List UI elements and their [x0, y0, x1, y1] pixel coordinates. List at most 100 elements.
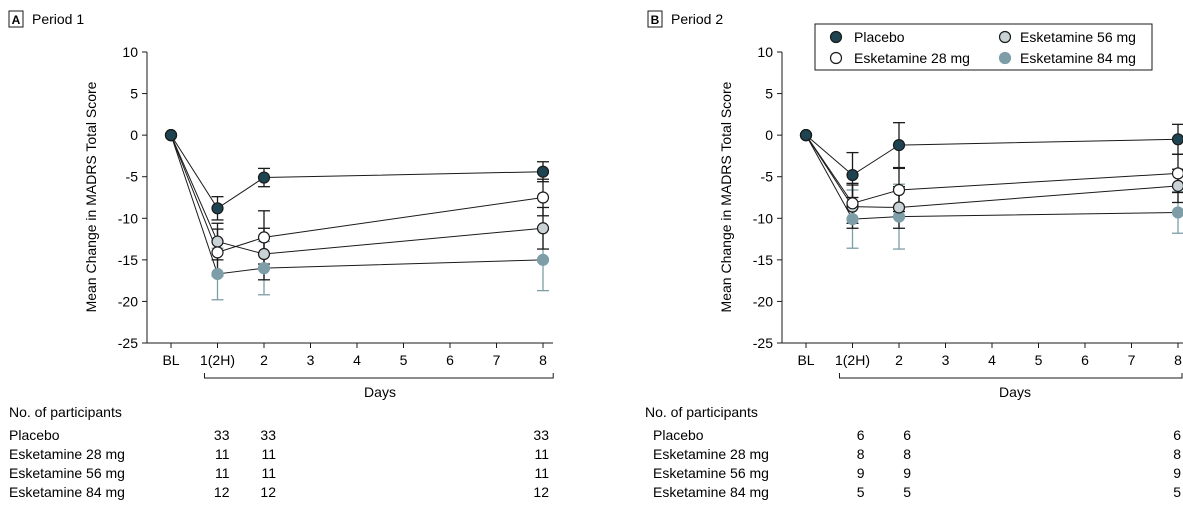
- panel-b-axes: 10 5 0 -5 -10 -15 -20 -25 BL 1(2H) 2 3 4 5 6 7 8: [753, 44, 1183, 379]
- legend: Placebo Esketamine 56 mg Esketamine 28 m…: [814, 23, 1153, 71]
- x-tick-label: 5: [1035, 352, 1043, 368]
- x-tick-label: 1(2H): [200, 352, 235, 368]
- participants-count: 12: [214, 484, 230, 500]
- y-tick-label: 10: [122, 44, 138, 60]
- data-point-esk84: [211, 267, 224, 281]
- data-point-esk56: [211, 235, 224, 248]
- x-tick-label: 4: [353, 352, 361, 368]
- data-point-esk28: [536, 191, 550, 204]
- data-point-esk28: [257, 231, 271, 244]
- participants-count: 9: [903, 465, 911, 481]
- participants-count: 8: [903, 446, 911, 462]
- y-tick-label: -25: [753, 335, 773, 351]
- panel-a-title: Period 1: [32, 11, 84, 27]
- panel-b-series: [799, 122, 1183, 250]
- data-point-placebo: [1171, 133, 1183, 146]
- data-point-esk56: [536, 222, 550, 235]
- data-point-esk28: [1171, 167, 1183, 180]
- panel-b-y-axis-label: Mean Change in MADRS Total Score: [718, 81, 734, 312]
- participants-count: 11: [261, 446, 276, 462]
- y-tick-label: -20: [118, 293, 138, 309]
- series-line-esk56: [805, 134, 1179, 208]
- participants-count: 33: [260, 427, 276, 443]
- participants-row-label: Placebo: [653, 427, 704, 443]
- panel-b-letter-box: [647, 10, 663, 28]
- data-point-esk84: [846, 213, 859, 226]
- x-tick-label: 4: [988, 352, 996, 368]
- legend-label-esketamine-56: Esketamine 56 mg: [1020, 29, 1136, 45]
- data-point-placebo: [892, 139, 906, 152]
- series-line-placebo: [805, 134, 1179, 176]
- data-point-esk56: [892, 201, 906, 214]
- y-tick-label: -15: [753, 252, 773, 268]
- series-lines: [170, 134, 544, 275]
- panel-b-x-axis-label: Days: [999, 384, 1031, 400]
- participants-row-label: Placebo: [9, 427, 60, 443]
- data-point-esk84: [536, 253, 550, 266]
- data-point-placebo: [257, 171, 271, 184]
- days-bracket: [203, 373, 554, 379]
- legend-marker-esketamine-84: [998, 51, 1012, 65]
- participants-row-label: Esketamine 28 mg: [653, 446, 769, 462]
- participants-row-label: Esketamine 28 mg: [9, 446, 125, 462]
- participants-count: 6: [903, 427, 911, 443]
- participants-count: 11: [215, 465, 230, 481]
- participants-count: 11: [534, 465, 549, 481]
- panel-a-series: [164, 129, 550, 301]
- participants-count: 5: [1173, 484, 1181, 500]
- x-tick-label: 2: [260, 352, 268, 368]
- x-tick-label: 6: [1081, 352, 1089, 368]
- panel-b-letter: B: [651, 13, 660, 27]
- series-points: [164, 129, 550, 281]
- legend-label-placebo: Placebo: [854, 29, 905, 45]
- data-point-esk84: [1171, 206, 1183, 219]
- participants-count: 6: [857, 427, 865, 443]
- series-line-esk28: [170, 134, 544, 253]
- y-tick-label: 0: [130, 127, 138, 143]
- data-point-placebo: [846, 168, 859, 182]
- legend-marker-esketamine-28: [829, 51, 843, 65]
- participants-count: 9: [1173, 465, 1181, 481]
- panel-b-title: Period 2: [671, 11, 723, 27]
- participants-row-label: Esketamine 84 mg: [653, 484, 769, 500]
- data-point-placebo: [211, 202, 224, 215]
- x-tick-label: BL: [162, 352, 179, 368]
- data-point-placebo: [536, 165, 550, 178]
- participants-heading: No. of participants: [9, 404, 122, 420]
- participants-row-label: Esketamine 56 mg: [9, 465, 125, 481]
- y-tick-label: -25: [118, 335, 138, 351]
- x-tick-label: 3: [942, 352, 950, 368]
- participants-count: 33: [533, 427, 549, 443]
- participants-row-label: Esketamine 84 mg: [9, 484, 125, 500]
- y-tick-label: -15: [118, 252, 138, 268]
- participants-count: 11: [261, 465, 276, 481]
- x-tick-label: 2: [895, 352, 903, 368]
- data-point-esk28: [846, 197, 859, 210]
- y-tick-label: 10: [757, 44, 773, 60]
- y-tick-label: -10: [753, 210, 773, 226]
- x-tick-label: 5: [400, 352, 408, 368]
- panel-a: A Period 1 Mean Change in MADRS Total Sc…: [8, 10, 554, 500]
- participants-count: 6: [1173, 427, 1181, 443]
- y-tick-label: 5: [130, 86, 138, 102]
- data-point-placebo: [164, 129, 178, 142]
- data-point-esk28: [211, 246, 224, 259]
- x-tick-label: 8: [1174, 352, 1182, 368]
- y-tick-label: -5: [126, 169, 139, 185]
- series-line-esk84: [170, 134, 544, 275]
- series-line-esk56: [170, 134, 544, 255]
- legend-label-esketamine-84: Esketamine 84 mg: [1020, 50, 1136, 66]
- x-tick-label: 3: [307, 352, 315, 368]
- legend-label-esketamine-28: Esketamine 28 mg: [854, 50, 970, 66]
- x-tick-label: 8: [539, 352, 547, 368]
- x-tick-label: 7: [1128, 352, 1136, 368]
- participants-count: 12: [260, 484, 276, 500]
- y-tick-label: -20: [753, 293, 773, 309]
- panel-a-axes: 10 5 0 -5 -10 -15 -20 -25 BL 1(2H) 2 3 4 5 6 7 8: [118, 44, 554, 379]
- participants-count: 33: [214, 427, 230, 443]
- days-bracket: [838, 373, 1183, 379]
- series-line-esk84: [805, 134, 1179, 220]
- y-tick-label: -10: [118, 210, 138, 226]
- series-lines: [805, 134, 1179, 220]
- participants-count: 11: [534, 446, 549, 462]
